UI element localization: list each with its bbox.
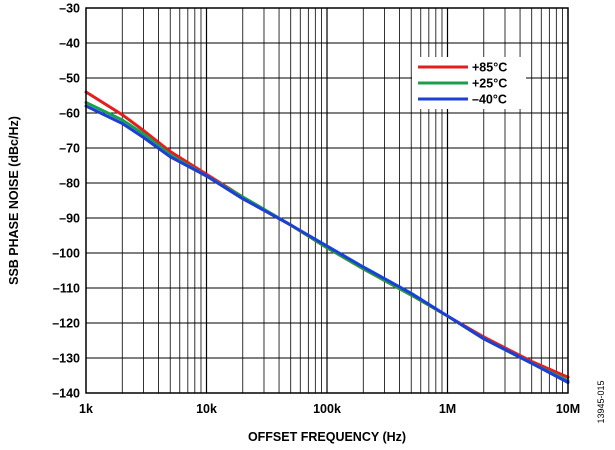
y-tick-label: –60 — [59, 107, 80, 121]
legend: +85°C +25°C –40°C — [412, 57, 526, 109]
y-tick-label: –120 — [52, 317, 80, 331]
x-tick-label: 1M — [439, 402, 456, 416]
x-axis-title: OFFSET FREQUENCY (Hz) — [248, 430, 406, 444]
plot-frame — [85, 7, 569, 394]
x-tick-label: 1k — [79, 402, 93, 416]
tick-labels: 1k 10k 100k 1M 10M –30 –40 –50 –60 –70 –80 –90 –100 –… — [52, 2, 580, 417]
series-line-3 — [84, 104, 570, 384]
legend-label: +85°C — [472, 61, 507, 75]
legend-label: +25°C — [472, 77, 507, 91]
x-tick-label: 10k — [196, 402, 217, 416]
legend-label: –40°C — [472, 93, 507, 107]
y-tick-label: –70 — [59, 142, 80, 156]
figure-id: 13945-015 — [596, 380, 606, 423]
y-tick-label: –90 — [59, 212, 80, 226]
y-tick-label: –130 — [52, 352, 80, 366]
x-tick-label: 10M — [556, 402, 580, 416]
y-tick-label: –30 — [59, 2, 80, 16]
y-tick-label: –80 — [59, 177, 80, 191]
grid — [86, 8, 568, 393]
series-lines — [84, 90, 570, 384]
y-tick-label: –100 — [52, 247, 80, 261]
y-axis-title: SSB PHASE NOISE (dBc/Hz) — [7, 116, 21, 285]
y-tick-label: –40 — [59, 37, 80, 51]
y-tick-label: –50 — [59, 72, 80, 86]
y-tick-label: –110 — [53, 282, 80, 296]
y-tick-label: –140 — [52, 387, 80, 401]
x-tick-label: 100k — [313, 402, 341, 416]
